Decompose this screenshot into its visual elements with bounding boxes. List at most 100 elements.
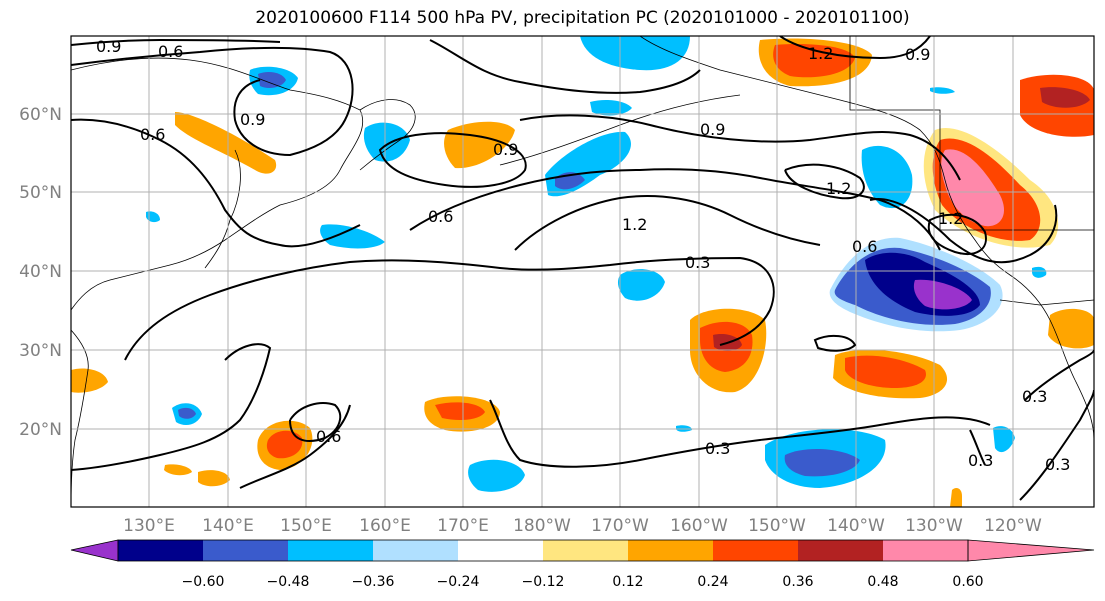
contour-label: 0.6 (316, 427, 341, 446)
precip-blob (435, 402, 485, 420)
coastline-asia (71, 57, 364, 311)
lat-label: 40°N (19, 262, 62, 282)
lon-label: 130°W (905, 516, 963, 536)
contour-label: 0.3 (968, 451, 993, 470)
map-area: 0.9 0.6 1.2 0.9 0.6 0.9 0.9 0.9 0.6 1.2 … (71, 36, 1094, 507)
precip-blob (861, 145, 913, 209)
precip-blob (941, 149, 1005, 227)
colorbar: −0.60 −0.48 −0.36 −0.24 −0.12 0.12 0.24 … (70, 539, 1095, 590)
contour-labels: 0.9 0.6 1.2 0.9 0.6 0.9 0.9 0.9 0.6 1.2 … (96, 37, 1070, 474)
precip-blob (178, 407, 196, 419)
lat-label: 20°N (19, 420, 62, 440)
contour-label: 1.2 (826, 179, 851, 198)
lon-label: 120°W (984, 516, 1042, 536)
lon-label: 140°W (827, 516, 885, 536)
colorbar-segment (373, 540, 458, 561)
pv-contour (784, 163, 865, 200)
colorbar-segment (458, 540, 543, 561)
precip-blob (1048, 308, 1094, 349)
pv-contour (1024, 349, 1094, 401)
pv-contour (71, 343, 272, 471)
colorbar-extend-min (70, 539, 119, 562)
colorbar-tick-label: −0.60 (182, 574, 225, 590)
pv-contour (969, 429, 986, 466)
coastline-japan (204, 149, 241, 269)
lon-label: 170°E (437, 516, 489, 536)
colorbar-segment (798, 540, 883, 561)
lon-label: 130°E (123, 516, 175, 536)
precip-blob (930, 87, 955, 94)
contour-label: 0.6 (852, 237, 877, 256)
pv-contour (519, 114, 961, 181)
pv-contour (289, 402, 342, 442)
pv-contour (514, 195, 821, 251)
contour-label: 1.2 (808, 44, 833, 63)
lon-label: 140°E (202, 516, 254, 536)
lon-labels: 130°E 140°E 150°E 160°E 170°E 180°W 170°… (123, 516, 1042, 536)
colorbar-segment (203, 540, 288, 561)
precip-blob (1040, 87, 1090, 108)
colorbar-tick-label: 0.48 (867, 574, 898, 590)
lon-label: 160°E (359, 516, 411, 536)
colorbar-extend-max (967, 539, 1095, 562)
contour-label: 0.6 (140, 125, 165, 144)
pv-contour (239, 404, 351, 489)
colorbar-tick-label: 0.60 (952, 574, 983, 590)
pv-contour (71, 118, 361, 248)
pv-contour (378, 132, 527, 188)
colorbar-tick-label: −0.12 (522, 574, 565, 590)
colorbar-tick-label: −0.36 (352, 574, 395, 590)
colorbar-tick-label: −0.24 (437, 574, 480, 590)
precip-blob (363, 122, 410, 162)
precip-blob (266, 430, 303, 459)
coastline-alaska (639, 36, 1094, 441)
contour-label: 0.6 (428, 207, 453, 226)
precip-blob (913, 279, 972, 310)
colorbar-segment (288, 540, 373, 561)
colorbar-frame (117, 539, 969, 562)
colorbar-segment (713, 540, 798, 561)
contour-label: 0.9 (493, 140, 518, 159)
lon-label: 160°W (670, 516, 728, 536)
colorbar-segment (628, 540, 713, 561)
contour-label: 1.2 (622, 215, 647, 234)
precip-blob (320, 224, 385, 249)
precip-blob (590, 100, 632, 116)
pv-contours (71, 36, 1094, 501)
lon-label: 150°E (280, 516, 332, 536)
lon-label: 170°W (591, 516, 649, 536)
pv-contour (124, 256, 775, 361)
contour-label: 0.6 (158, 42, 183, 61)
precip-blob (580, 36, 690, 71)
pv-contour (489, 399, 991, 468)
precip-blob (468, 459, 525, 492)
contour-label: 0.3 (685, 253, 710, 272)
pv-contour (71, 46, 354, 157)
pv-contour (779, 36, 931, 60)
pv-contour (927, 213, 987, 255)
colorbar-segment (543, 540, 628, 561)
colorbar-segment (118, 540, 203, 561)
contour-label: 1.2 (938, 209, 963, 228)
lat-label: 60°N (19, 105, 62, 125)
contour-label: 0.3 (705, 439, 730, 458)
colorbar-tick-label: 0.12 (612, 574, 643, 590)
colorbar-tick-label: 0.24 (697, 574, 728, 590)
precip-shading (71, 36, 1094, 507)
pv-contour (429, 39, 701, 94)
pv-contour (813, 334, 857, 352)
colorbar-segment (883, 540, 968, 561)
precip-blob (1032, 266, 1047, 278)
map-title: 2020100600 F114 500 hPa PV, precipitatio… (255, 8, 910, 28)
precip-blob (175, 112, 277, 174)
precip-blob (164, 464, 192, 476)
lat-labels: 20°N 30°N 40°N 50°N 60°N (19, 105, 62, 440)
contour-label: 0.9 (700, 120, 725, 139)
lat-label: 30°N (19, 341, 62, 361)
border-canada (849, 36, 1094, 231)
lat-label: 50°N (19, 183, 62, 203)
contour-label: 0.9 (240, 110, 265, 129)
pv-contour (71, 38, 281, 46)
contour-label: 0.9 (96, 37, 121, 56)
